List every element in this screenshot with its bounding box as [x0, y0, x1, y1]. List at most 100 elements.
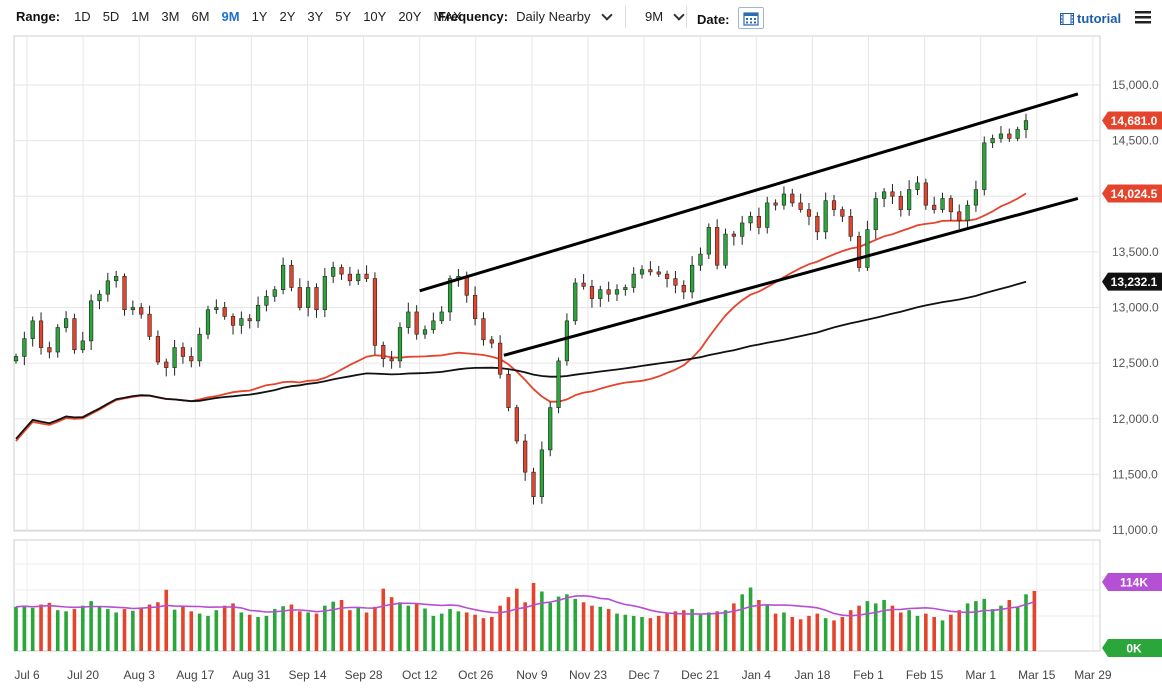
volume-bar	[289, 604, 294, 651]
toolbar-divider	[625, 6, 626, 28]
volume-bar	[732, 603, 736, 651]
volume-bar	[414, 603, 419, 651]
candle	[723, 228, 728, 269]
x-tick-label: Aug 3	[124, 668, 156, 682]
volume-bar	[14, 606, 18, 651]
range-button-1d[interactable]: 1D	[74, 9, 91, 24]
candle	[339, 264, 344, 280]
volume-bar	[131, 610, 135, 651]
price-badge: 0K	[1102, 639, 1162, 657]
frequency-selector: Frequency: Daily Nearby	[438, 8, 613, 24]
candle	[397, 322, 403, 368]
volume-bar	[339, 600, 344, 651]
volume-bar	[832, 620, 836, 651]
range-button-5d[interactable]: 5D	[102, 9, 120, 24]
candle	[63, 311, 69, 333]
price-badge: 114K	[1102, 573, 1162, 591]
volume-bar	[823, 618, 828, 651]
svg-text:114K: 114K	[1120, 576, 1148, 590]
volume-bar	[590, 605, 594, 651]
candle	[623, 284, 628, 296]
volume-bar	[256, 617, 260, 651]
x-tick-label: Sep 28	[345, 668, 383, 682]
candle	[957, 204, 962, 229]
volume-bar	[907, 610, 911, 651]
candle	[247, 314, 252, 329]
volume-bar	[348, 610, 352, 651]
candle	[281, 257, 286, 295]
volume-bar	[715, 611, 719, 651]
volume-bar	[949, 614, 953, 651]
volume-bar	[673, 611, 678, 651]
range-button-max[interactable]: MAX	[433, 9, 462, 24]
candle	[556, 357, 561, 414]
volume-bar	[999, 605, 1003, 651]
tutorial-label: tutorial	[1077, 11, 1122, 26]
candle	[306, 280, 311, 317]
candle	[189, 347, 194, 368]
period-dropdown[interactable]: 9M	[645, 8, 685, 24]
volume-bar	[314, 613, 319, 651]
menu-icon[interactable]	[1135, 11, 1151, 27]
volume-bar	[565, 594, 569, 651]
candle	[506, 368, 511, 412]
volume-bar	[64, 611, 68, 651]
price-chart[interactable]: 11,000.0 11,500.0 12,000.0 12,500.0 13,000.0…	[0, 34, 1162, 689]
x-tick-label: Dec 21	[681, 668, 719, 682]
tutorial-link[interactable]: tutorial	[1060, 11, 1121, 26]
volume-bar	[848, 610, 853, 651]
candle	[272, 286, 277, 302]
volume-bar	[214, 610, 219, 651]
volume-bar	[197, 613, 202, 651]
candle	[631, 267, 636, 293]
chevron-down-icon	[673, 8, 685, 21]
volume-bar	[431, 615, 436, 651]
candle	[22, 331, 27, 366]
candle	[264, 290, 269, 312]
candle	[548, 401, 553, 457]
frequency-dropdown[interactable]: Daily Nearby	[516, 8, 613, 24]
volume-bar	[464, 612, 469, 651]
x-tick-label: Jan 18	[794, 668, 830, 682]
candle	[690, 256, 695, 299]
candle	[105, 272, 110, 302]
range-button-1m[interactable]: 1M	[131, 9, 150, 24]
price-badges: 14,681.0 14,024.5 13,232.1 114K 0K	[1102, 111, 1162, 657]
volume-bar	[1015, 606, 1020, 651]
range-button-3y[interactable]: 3Y	[307, 9, 324, 24]
candlesticks	[13, 113, 1029, 505]
range-button-20y[interactable]: 20Y	[398, 9, 422, 24]
volume-bar	[139, 607, 144, 651]
volume-bar	[89, 601, 93, 651]
range-button-5y[interactable]: 5Y	[335, 9, 352, 24]
range-button-9m[interactable]: 9M	[221, 9, 240, 24]
range-button-10y[interactable]: 10Y	[363, 9, 387, 24]
candle	[598, 285, 603, 307]
candle	[55, 324, 60, 358]
range-button-1y[interactable]: 1Y	[251, 9, 268, 24]
candle	[130, 300, 135, 315]
volume-bar	[30, 607, 35, 651]
range-button-6m[interactable]: 6M	[191, 9, 210, 24]
candle	[698, 247, 703, 271]
range-button-2y[interactable]: 2Y	[279, 9, 296, 24]
volume-bar	[298, 611, 302, 651]
volume-bar	[306, 612, 310, 651]
x-tick-label: Aug 31	[232, 668, 270, 682]
range-button-3m[interactable]: 3M	[161, 9, 180, 24]
volume-bar	[924, 613, 928, 651]
volume-bar	[807, 615, 811, 651]
volume-bar	[740, 594, 744, 651]
volume-bar	[272, 609, 277, 651]
volume-bar	[940, 620, 945, 651]
volume-bar	[932, 617, 936, 651]
calendar-icon[interactable]	[737, 7, 764, 29]
candle	[848, 209, 853, 242]
candle	[681, 280, 686, 300]
range-buttons: 1D 5D 1M 3M 6M 9M 1Y 2Y 3Y 5Y 10Y 20Y MAX	[68, 9, 468, 24]
candle	[765, 196, 770, 234]
candle	[932, 196, 937, 214]
candle	[539, 441, 544, 504]
volume-bar	[331, 601, 335, 651]
candle	[898, 191, 903, 217]
